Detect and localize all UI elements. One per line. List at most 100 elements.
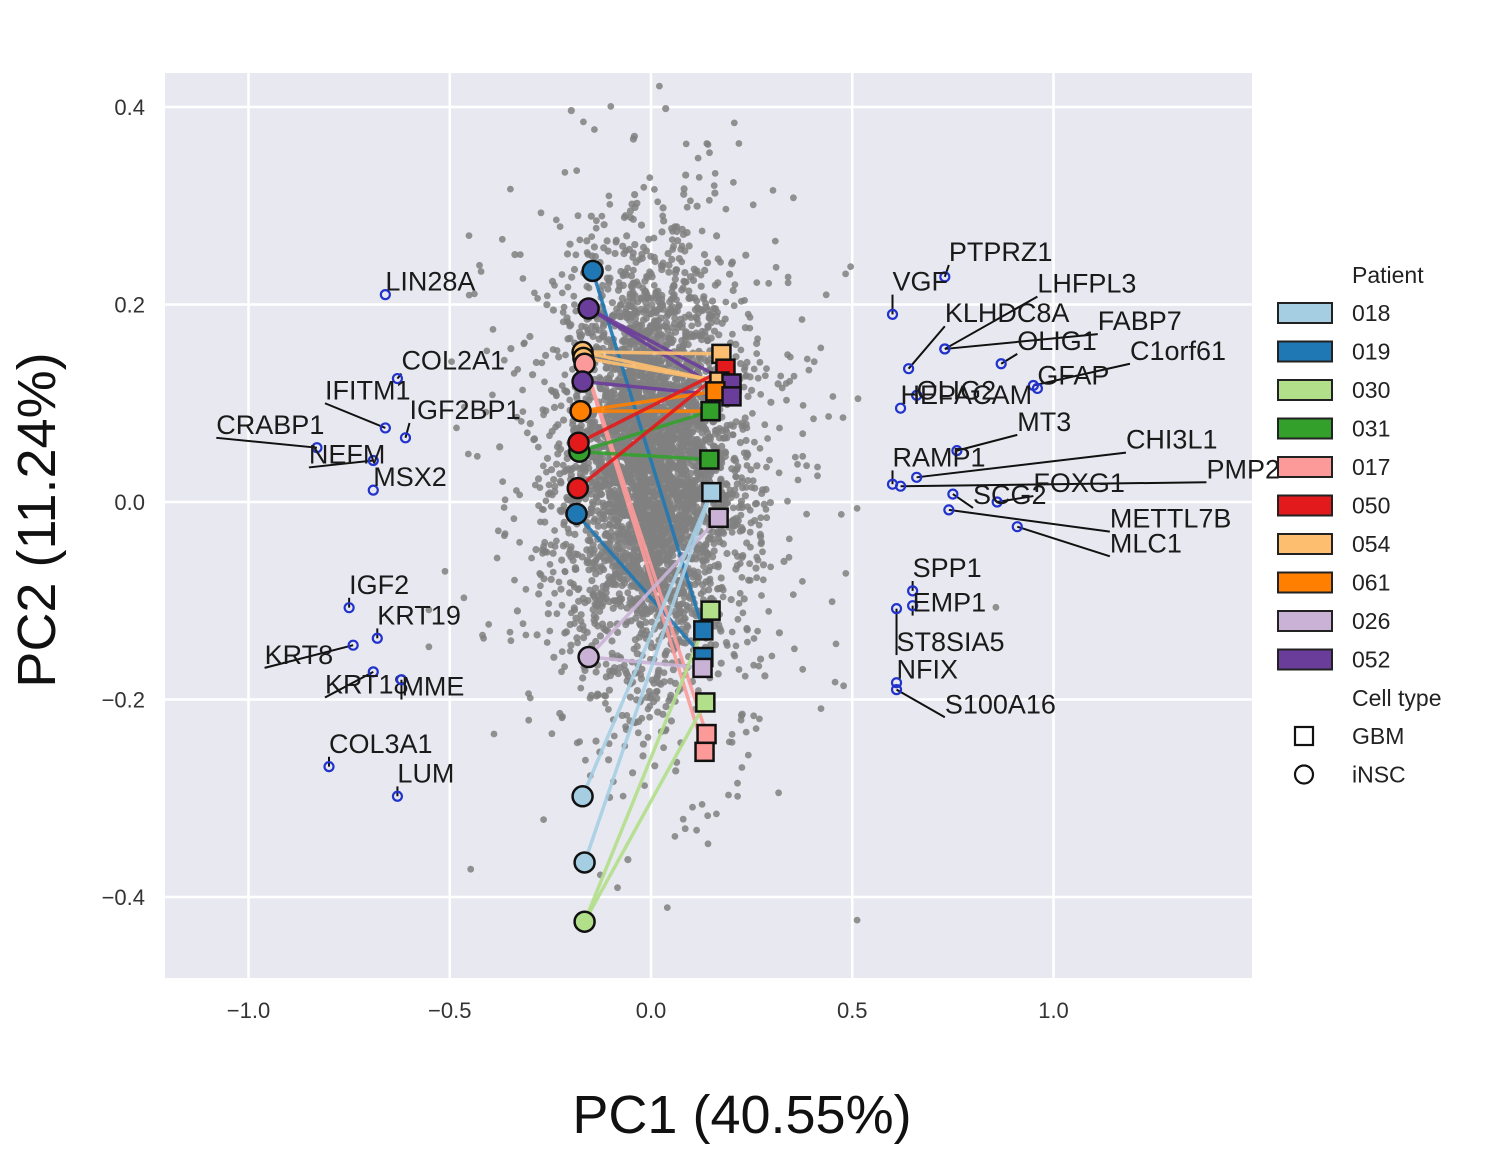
background-point [602, 387, 609, 395]
background-point [673, 266, 681, 274]
gene-point [391, 372, 404, 385]
background-point [767, 398, 775, 406]
background-point [543, 292, 551, 300]
background-point [659, 262, 667, 270]
background-point [717, 574, 725, 582]
background-point [622, 723, 629, 730]
background-point [672, 767, 680, 775]
background-point [441, 567, 449, 575]
gene-leader-line [1016, 525, 1111, 558]
background-point [698, 227, 706, 235]
gene-label: GFAP [1037, 360, 1109, 390]
background-point [513, 413, 521, 421]
background-point [741, 492, 750, 500]
background-point [656, 374, 665, 382]
background-point [594, 554, 602, 561]
background-point [650, 553, 658, 562]
legend-patient-label: 031 [1352, 416, 1390, 442]
gene-point [371, 632, 383, 644]
background-point [687, 197, 694, 205]
background-point [837, 511, 845, 518]
background-point [698, 801, 706, 808]
background-point [600, 221, 608, 229]
gene-point [890, 684, 903, 696]
background-point [758, 592, 765, 599]
background-point [732, 491, 740, 499]
background-point [532, 358, 540, 367]
background-point [629, 294, 637, 302]
background-point [572, 566, 580, 573]
background-point [597, 456, 605, 463]
background-point [654, 708, 662, 716]
gene-label: KRT8 [265, 640, 334, 670]
background-point [507, 185, 514, 193]
background-point [673, 482, 681, 490]
background-point [562, 628, 571, 636]
gene-point [890, 603, 903, 615]
background-point [549, 306, 558, 314]
background-point [591, 584, 600, 592]
background-point [525, 690, 532, 697]
background-point [758, 538, 765, 546]
background-point [612, 562, 620, 570]
background-point [653, 674, 660, 682]
background-point [637, 379, 644, 387]
background-point [668, 339, 676, 347]
background-point [577, 684, 585, 692]
background-point [737, 346, 745, 354]
background-point [747, 543, 754, 551]
gene-point [311, 442, 323, 454]
background-point [494, 527, 502, 535]
background-point [572, 462, 580, 470]
background-point [686, 418, 694, 426]
background-point [772, 263, 780, 271]
background-point [566, 240, 574, 248]
background-point [537, 209, 545, 217]
background-point [756, 445, 764, 452]
background-point [751, 500, 760, 508]
background-point [677, 517, 685, 525]
gene-label: IGF2 [349, 570, 409, 600]
background-point [750, 365, 758, 373]
gbm-sample-marker [700, 400, 721, 422]
background-point [543, 301, 551, 309]
background-point [733, 480, 741, 488]
background-point [718, 319, 726, 327]
background-point [628, 283, 636, 292]
background-point [660, 669, 668, 677]
background-point [671, 833, 679, 840]
background-point [585, 566, 593, 574]
background-point [553, 610, 561, 618]
background-point [599, 515, 606, 523]
background-point [543, 468, 550, 476]
background-point [840, 682, 847, 690]
background-point [639, 506, 647, 513]
background-point [592, 668, 600, 676]
background-point [653, 320, 661, 328]
background-point [589, 418, 597, 426]
background-point [662, 703, 670, 711]
background-point [680, 442, 688, 450]
gbm-sample-marker [692, 657, 713, 679]
background-point [686, 293, 693, 301]
background-point [536, 570, 544, 577]
background-point [757, 391, 765, 398]
background-point [744, 503, 751, 510]
background-point [785, 553, 793, 561]
background-point [558, 648, 566, 655]
background-point [673, 223, 681, 231]
background-point [736, 560, 744, 567]
gene-label: COL3A1 [329, 729, 433, 759]
background-point [637, 221, 646, 229]
gene-point [379, 289, 391, 301]
background-point [672, 424, 680, 431]
background-point [623, 232, 631, 240]
gene-label: RAMP1 [893, 442, 986, 472]
background-point [713, 312, 721, 320]
background-point [542, 351, 550, 359]
gene-label: LHFPL3 [1037, 269, 1136, 299]
background-point [619, 388, 627, 396]
background-point [606, 371, 615, 379]
background-point [691, 580, 699, 589]
background-point [623, 712, 631, 719]
